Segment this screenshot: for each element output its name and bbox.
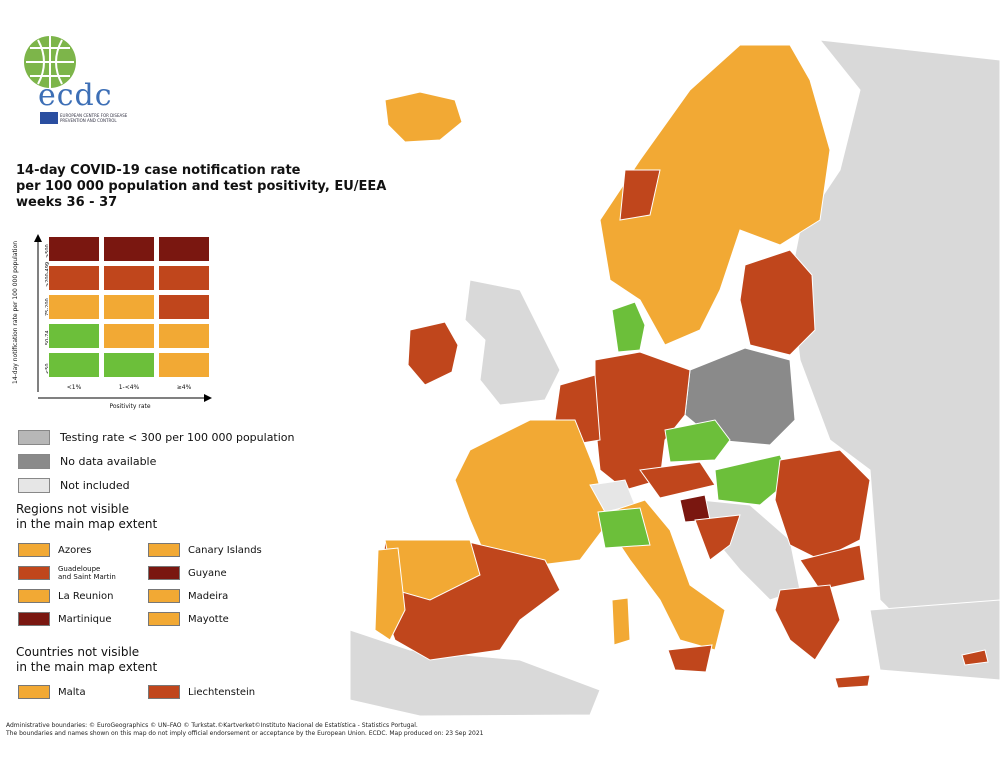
footer-line-2: The boundaries and names shown on this m…: [6, 730, 484, 737]
regions-label: La Reunion: [58, 590, 114, 602]
baltics-region: [739, 249, 816, 356]
non-eu-land: [349, 39, 1000, 717]
matrix-col-label: <1%: [66, 384, 82, 391]
germany-region: [594, 351, 691, 491]
regions-item: La Reunion: [18, 588, 113, 604]
regions-item: Martinique: [18, 611, 112, 627]
ireland-region: [407, 321, 459, 386]
regions-label: Guyane: [188, 567, 227, 579]
matrix-cell: [103, 352, 155, 378]
regions-label: Canary Islands: [188, 544, 262, 556]
denmark-region: [611, 301, 646, 353]
regions-title: Regions not visible in the main map exte…: [16, 502, 158, 531]
italy-green-area: [597, 507, 651, 549]
norway-red-area: [619, 169, 661, 221]
sardinia-region: [611, 597, 631, 646]
regions-item: Guadeloupe and Saint Martin: [18, 565, 116, 581]
legend-swatch: [18, 477, 50, 493]
romania-region: [774, 449, 871, 561]
hungary-region: [714, 454, 791, 506]
greece-region: [774, 584, 841, 661]
iceland-region: [384, 91, 463, 143]
matrix-cell: [103, 265, 155, 291]
regions-swatch: [18, 566, 50, 580]
legend-item: No data available: [18, 452, 156, 470]
matrix-col-label: ≥4%: [176, 384, 192, 391]
legend-label: Not included: [60, 478, 130, 492]
regions-item: Mayotte: [148, 611, 229, 627]
matrix-cell: [103, 294, 155, 320]
regions-swatch: [148, 589, 180, 603]
matrix-cell: [48, 323, 100, 349]
countries-label: Malta: [58, 686, 86, 698]
matrix-cell: [103, 236, 155, 262]
regions-label: Madeira: [188, 590, 229, 602]
matrix-cell: [158, 352, 210, 378]
regions-swatch: [148, 612, 180, 626]
map-footer: Administrative boundaries: © EuroGeograp…: [6, 722, 483, 738]
legend-label: No data available: [60, 454, 157, 468]
legend-swatch: [18, 453, 50, 469]
regions-swatch: [148, 543, 180, 557]
ecdc-logo-subtitle: European Centre for Disease Prevention a…: [60, 113, 128, 123]
matrix-cell: [158, 323, 210, 349]
eu-flag-icon: [40, 112, 58, 124]
matrix-axes: [34, 234, 212, 402]
notification-positivity-matrix: [48, 236, 214, 382]
countries-label: Liechtenstein: [188, 686, 256, 698]
regions-swatch: [148, 566, 180, 580]
portugal-region: [374, 547, 406, 641]
matrix-cell: [103, 323, 155, 349]
legend-item: Testing rate < 300 per 100 000 populatio…: [18, 428, 295, 446]
regions-label: Guadeloupe and Saint Martin: [58, 565, 116, 581]
legend-label: Testing rate < 300 per 100 000 populatio…: [60, 430, 295, 444]
countries-item: Malta: [18, 684, 86, 700]
legend-item: Not included: [18, 476, 130, 494]
regions-item: Azores: [18, 542, 91, 558]
ecdc-globe-icon: [24, 36, 76, 88]
france-region: [454, 419, 611, 566]
matrix-cell: [48, 352, 100, 378]
regions-item: Guyane: [148, 565, 227, 581]
regions-swatch: [18, 589, 50, 603]
matrix-cell: [48, 236, 100, 262]
crete-region: [834, 674, 871, 689]
countries-swatch: [148, 685, 180, 699]
matrix-cell: [158, 236, 210, 262]
regions-item: Madeira: [148, 588, 228, 604]
scandinavia-region: [599, 44, 831, 346]
regions-item: Canary Islands: [148, 542, 262, 558]
matrix-cell: [48, 265, 100, 291]
bulgaria-region: [799, 544, 866, 591]
slovenia-region: [679, 494, 711, 523]
regions-label: Martinique: [58, 613, 112, 625]
matrix-cell: [158, 294, 210, 320]
matrix-col-label: 1-<4%: [118, 384, 140, 391]
regions-label: Mayotte: [188, 613, 229, 625]
ecdc-logo-text: ecdc: [38, 78, 113, 113]
countries-swatch: [18, 685, 50, 699]
cyprus-region: [961, 649, 989, 666]
map-title: 14-day COVID-19 case notification rate p…: [16, 163, 387, 210]
countries-item: Liechtenstein: [148, 684, 255, 700]
croatia-region: [694, 514, 741, 561]
footer-line-1: Administrative boundaries: © EuroGeograp…: [6, 722, 418, 729]
czechia-region: [664, 419, 731, 463]
austria-region: [639, 461, 716, 499]
regions-label: Azores: [58, 544, 92, 556]
regions-swatch: [18, 612, 50, 626]
matrix-x-axis-label: Positivity rate: [109, 403, 151, 410]
matrix-cell: [48, 294, 100, 320]
regions-swatch: [18, 543, 50, 557]
legend-swatch: [18, 429, 50, 445]
sicily-region: [667, 644, 713, 673]
countries-title: Countries not visible in the main map ex…: [16, 645, 158, 674]
matrix-cell: [158, 265, 210, 291]
